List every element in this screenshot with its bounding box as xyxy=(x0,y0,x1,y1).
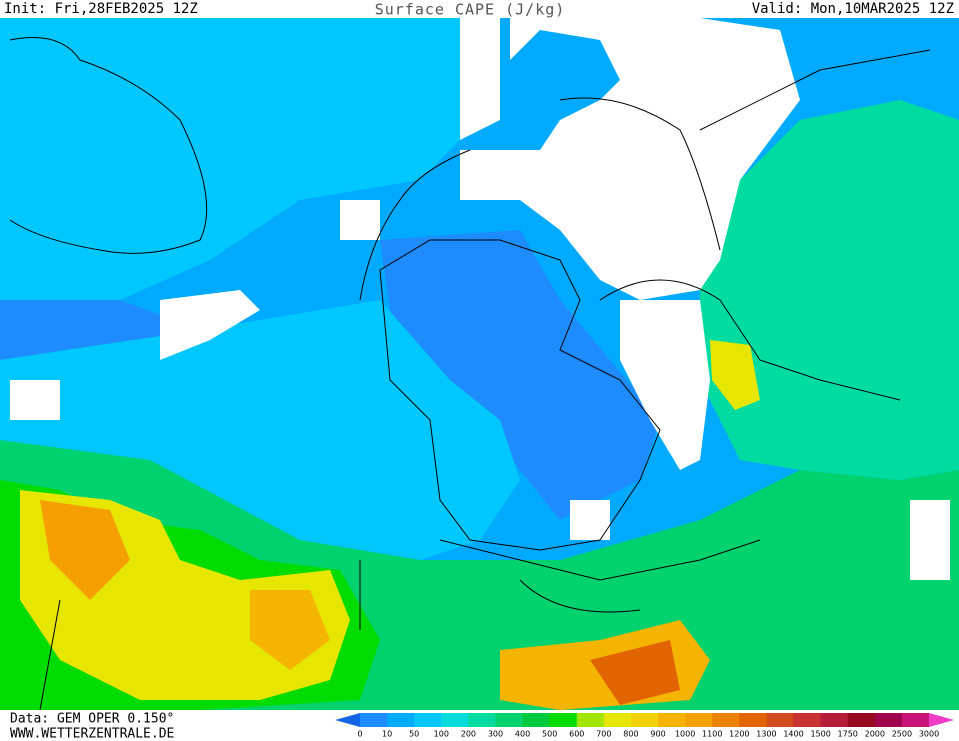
colorbar-swatch xyxy=(549,713,578,727)
colorbar-label: 200 xyxy=(461,730,476,739)
cape-field-light xyxy=(0,18,460,300)
colorbar-label: 1500 xyxy=(810,730,830,739)
colorbar-swatch xyxy=(658,713,686,727)
no-cape-area xyxy=(620,300,710,470)
colorbar-swatch xyxy=(468,713,496,727)
cape-field-teal xyxy=(700,100,959,480)
init-time: Init: Fri,28FEB2025 12Z xyxy=(4,1,198,17)
colorbar-label: 2500 xyxy=(892,730,912,739)
colorbar-swatch xyxy=(739,713,767,727)
colorbar-label: 0 xyxy=(357,730,362,739)
colorbar-swatch xyxy=(603,713,632,727)
colorbar-swatch xyxy=(766,713,795,727)
cape-field-orange xyxy=(40,500,130,600)
colorbar-label: 1400 xyxy=(783,730,803,739)
cape-field-low xyxy=(380,230,660,520)
cape-field-low xyxy=(0,300,200,360)
colorbar-label: 10 xyxy=(382,730,392,739)
country-borders xyxy=(9,37,931,711)
colorbar-swatch xyxy=(847,713,876,727)
colorbar-swatch xyxy=(712,713,740,727)
colorbar: 0 10 50 100 200 300 400 500 600 700 800 900 1000 1100… xyxy=(335,713,954,739)
colorbar-label: 400 xyxy=(515,730,530,739)
colorbar-label: 1750 xyxy=(838,730,858,739)
colorbar-label: 1100 xyxy=(702,730,722,739)
colorbar-label: 700 xyxy=(596,730,611,739)
colorbar-label: 100 xyxy=(434,730,449,739)
colorbar-label: 800 xyxy=(623,730,638,739)
colorbar-label: 300 xyxy=(488,730,503,739)
colorbar-swatch xyxy=(820,713,849,727)
colorbar-label: 2000 xyxy=(865,730,885,739)
website: WWW.WETTERZENTRALE.DE xyxy=(10,727,174,741)
map xyxy=(0,18,959,711)
colorbar-label: 1300 xyxy=(756,730,776,739)
colorbar-swatch xyxy=(576,713,605,727)
no-cape-area xyxy=(10,200,950,580)
colorbar-arrow-left xyxy=(335,713,360,727)
colorbar-label: 600 xyxy=(569,730,584,739)
colorbar-swatch xyxy=(495,713,524,727)
map-title: Surface CAPE (J/kg) xyxy=(375,1,566,19)
colorbar-swatch xyxy=(441,713,469,727)
colorbar-swatch xyxy=(793,713,822,727)
colorbar-label: 1200 xyxy=(729,730,749,739)
colorbar-swatch xyxy=(685,713,713,727)
colorbar-arrow-right xyxy=(929,713,954,727)
colorbar-swatch xyxy=(414,713,442,727)
colorbar-swatch xyxy=(874,713,903,727)
colorbar-swatch xyxy=(360,713,388,727)
colorbar-label: 1000 xyxy=(675,730,695,739)
colorbar-label: 900 xyxy=(650,730,665,739)
cape-field-dark-orange xyxy=(590,640,680,705)
cape-field-orange xyxy=(250,590,330,670)
header-bar xyxy=(0,0,959,18)
colorbar-label: 50 xyxy=(409,730,419,739)
valid-time: Valid: Mon,10MAR2025 12Z xyxy=(752,1,954,17)
colorbar-swatch xyxy=(522,713,551,727)
cape-field-yellow xyxy=(710,340,760,410)
colorbar-swatch xyxy=(901,713,930,727)
colorbar-swatch xyxy=(630,713,659,727)
data-source: Data: GEM OPER 0.150° xyxy=(10,712,174,727)
colorbar-swatch xyxy=(387,713,415,727)
cape-field-light xyxy=(0,300,520,560)
colorbar-label: 500 xyxy=(542,730,557,739)
colorbar-label: 3000 xyxy=(919,730,939,739)
